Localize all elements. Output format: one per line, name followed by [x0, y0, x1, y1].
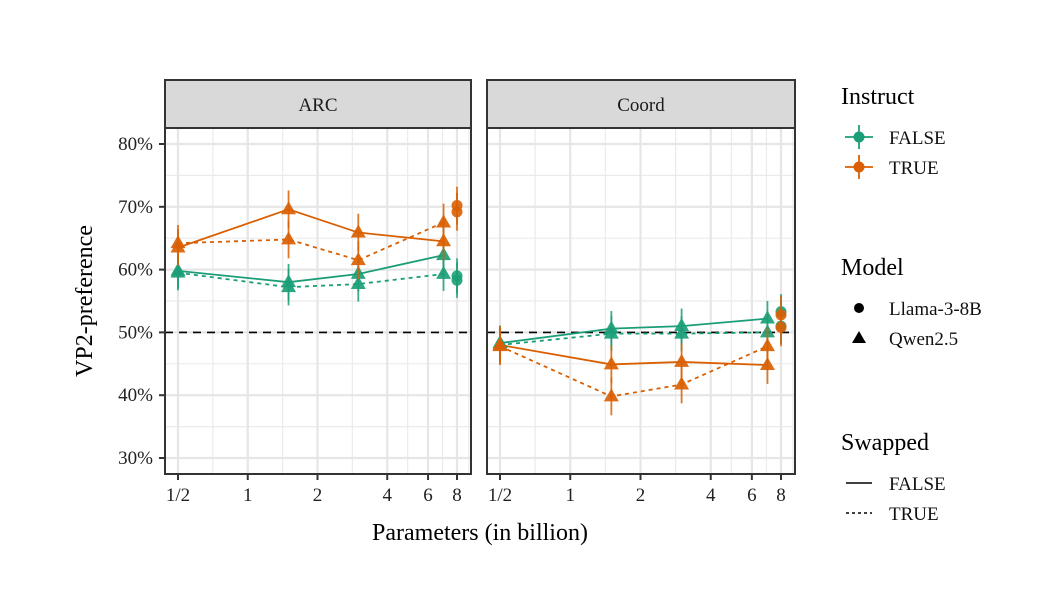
data-point-triangle	[674, 325, 690, 339]
data-point-triangle	[170, 235, 186, 249]
series-line-qwen2.5-instruct-true-swapped-true	[177, 221, 444, 262]
legend-title: Swapped	[841, 430, 929, 456]
legend-title: Model	[841, 255, 904, 281]
data-point-circle	[451, 206, 463, 218]
series-line-qwen2.5-instruct-false-swapped-false	[499, 317, 768, 344]
series-line-qwen2.5-instruct-false-swapped-true	[499, 331, 768, 346]
legend-model: Model Llama-3-8B Qwen2.5	[841, 255, 982, 350]
data-point-triangle	[281, 231, 297, 245]
x-tick-label: 1/2	[488, 485, 512, 506]
x-tick-label: 1	[243, 485, 253, 506]
x-tick-label: 1	[566, 485, 576, 506]
x-tick-label: 2	[636, 485, 646, 506]
data-point-triangle	[674, 353, 690, 367]
x-tick-label: 4	[383, 485, 393, 506]
x-tick-label: 6	[747, 485, 757, 506]
data-point-triangle	[603, 388, 619, 402]
x-tick-label: 2	[313, 485, 323, 506]
data-point-triangle	[492, 338, 508, 352]
y-tick-label: 60%	[118, 260, 153, 281]
data-point-circle	[451, 274, 463, 286]
legend-label: FALSE	[889, 474, 946, 495]
legend-label: TRUE	[889, 158, 939, 179]
data-point-triangle	[674, 376, 690, 390]
legend-label: Qwen2.5	[889, 329, 958, 350]
y-tick-label: 70%	[118, 197, 153, 218]
x-tick-label: 8	[452, 485, 462, 506]
legend-key-circle	[854, 303, 864, 313]
x-axis-title: Parameters (in billion)	[372, 520, 588, 546]
data-point-triangle	[436, 214, 452, 228]
data-point-triangle	[350, 252, 366, 266]
y-tick-label: 30%	[118, 448, 153, 469]
data-point-circle	[775, 321, 787, 333]
x-tick-label: 6	[423, 485, 433, 506]
data-point-triangle	[350, 275, 366, 289]
legend-key-point	[853, 161, 865, 173]
series-line-qwen2.5-instruct-false-swapped-false	[177, 254, 444, 284]
series-line-qwen2.5-instruct-false-swapped-true	[177, 271, 444, 289]
facet-strip-label: Coord	[617, 95, 665, 116]
legend-label: Llama-3-8B	[889, 299, 982, 320]
data-point-triangle	[170, 264, 186, 278]
y-tick-label: 40%	[118, 385, 153, 406]
legend-key-triangle	[852, 331, 866, 343]
legend: Instruct FALSE TRUE Model Llama-3-8B Qwen2.5 S…	[841, 84, 982, 525]
legend-label: FALSE	[889, 128, 946, 149]
data-point-triangle	[436, 265, 452, 279]
data-point-triangle	[350, 224, 366, 238]
legend-title: Instruct	[841, 84, 915, 110]
data-point-triangle	[603, 325, 619, 339]
data-point-triangle	[603, 356, 619, 370]
x-tick-label: 4	[706, 485, 716, 506]
data-point-triangle	[759, 338, 775, 352]
panel-arc: ARC 1/2 1 2 4 6 8	[164, 79, 472, 506]
y-axis: 30% 40% 50% 60% 70% 80%	[118, 134, 165, 469]
y-tick-label: 50%	[118, 322, 153, 343]
x-tick-label: 8	[776, 485, 786, 506]
series-line-qwen2.5-instruct-true-swapped-true	[499, 345, 768, 398]
series-line-qwen2.5-instruct-true-swapped-false	[499, 344, 768, 366]
facet-strip-label: ARC	[298, 95, 337, 116]
legend-swapped: Swapped FALSE TRUE	[841, 430, 946, 525]
panel-coord: Coord 1/2 1 2 4 6 8	[486, 79, 796, 506]
facet-strip	[486, 79, 796, 129]
data-point-triangle	[281, 201, 297, 215]
facet-strip	[164, 79, 472, 129]
x-tick-label: 1/2	[166, 485, 190, 506]
y-tick-label: 80%	[118, 134, 153, 155]
series-line-qwen2.5-instruct-true-swapped-false	[177, 208, 444, 249]
legend-key-point	[853, 131, 865, 143]
y-axis-title: VP2-preference	[72, 225, 98, 377]
legend-instruct: Instruct FALSE TRUE	[841, 84, 946, 179]
legend-label: TRUE	[889, 504, 939, 525]
data-point-triangle	[281, 279, 297, 293]
